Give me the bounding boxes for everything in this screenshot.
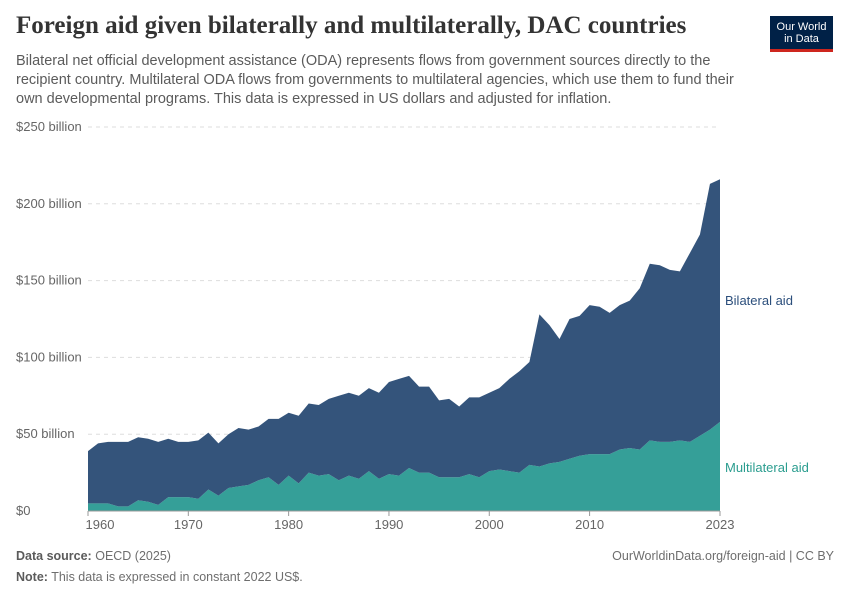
owid-logo[interactable]: Our World in Data xyxy=(770,16,833,52)
y-tick-label: $200 billion xyxy=(16,196,82,211)
note: Note: This data is expressed in constant… xyxy=(16,570,303,584)
note-label: Note: xyxy=(16,570,48,584)
chart-title: Foreign aid given bilaterally and multil… xyxy=(16,12,687,39)
source-text: OECD (2025) xyxy=(95,549,171,563)
series-label: Multilateral aid xyxy=(725,460,809,475)
source-label: Data source: xyxy=(16,549,92,563)
x-tick-label: 1970 xyxy=(174,517,203,532)
chart-subtitle: Bilateral net official development assis… xyxy=(16,53,734,107)
logo-line1: Our World xyxy=(776,21,827,33)
note-text: This data is expressed in constant 2022 … xyxy=(51,570,303,584)
y-tick-label: $150 billion xyxy=(16,273,82,288)
area-multilateral-aid[interactable] xyxy=(88,421,720,511)
x-tick-label: 2010 xyxy=(575,517,604,532)
series-label: Bilateral aid xyxy=(725,293,793,308)
y-tick-label: $0 xyxy=(16,503,30,518)
y-tick-label: $50 billion xyxy=(16,426,75,441)
y-tick-label: $100 billion xyxy=(16,349,82,364)
x-tick-label: 2023 xyxy=(706,517,735,532)
x-tick-label: 1960 xyxy=(86,517,115,532)
y-tick-label: $250 billion xyxy=(16,119,82,134)
source-url[interactable]: OurWorldinData.org/foreign-aid | CC BY xyxy=(612,549,834,563)
data-source: Data source: OECD (2025) xyxy=(16,549,171,563)
logo-line2: in Data xyxy=(784,33,819,45)
x-tick-label: 1980 xyxy=(274,517,303,532)
x-tick-label: 1990 xyxy=(374,517,403,532)
area-bilateral-aid[interactable] xyxy=(88,179,720,507)
x-tick-label: 2000 xyxy=(475,517,504,532)
